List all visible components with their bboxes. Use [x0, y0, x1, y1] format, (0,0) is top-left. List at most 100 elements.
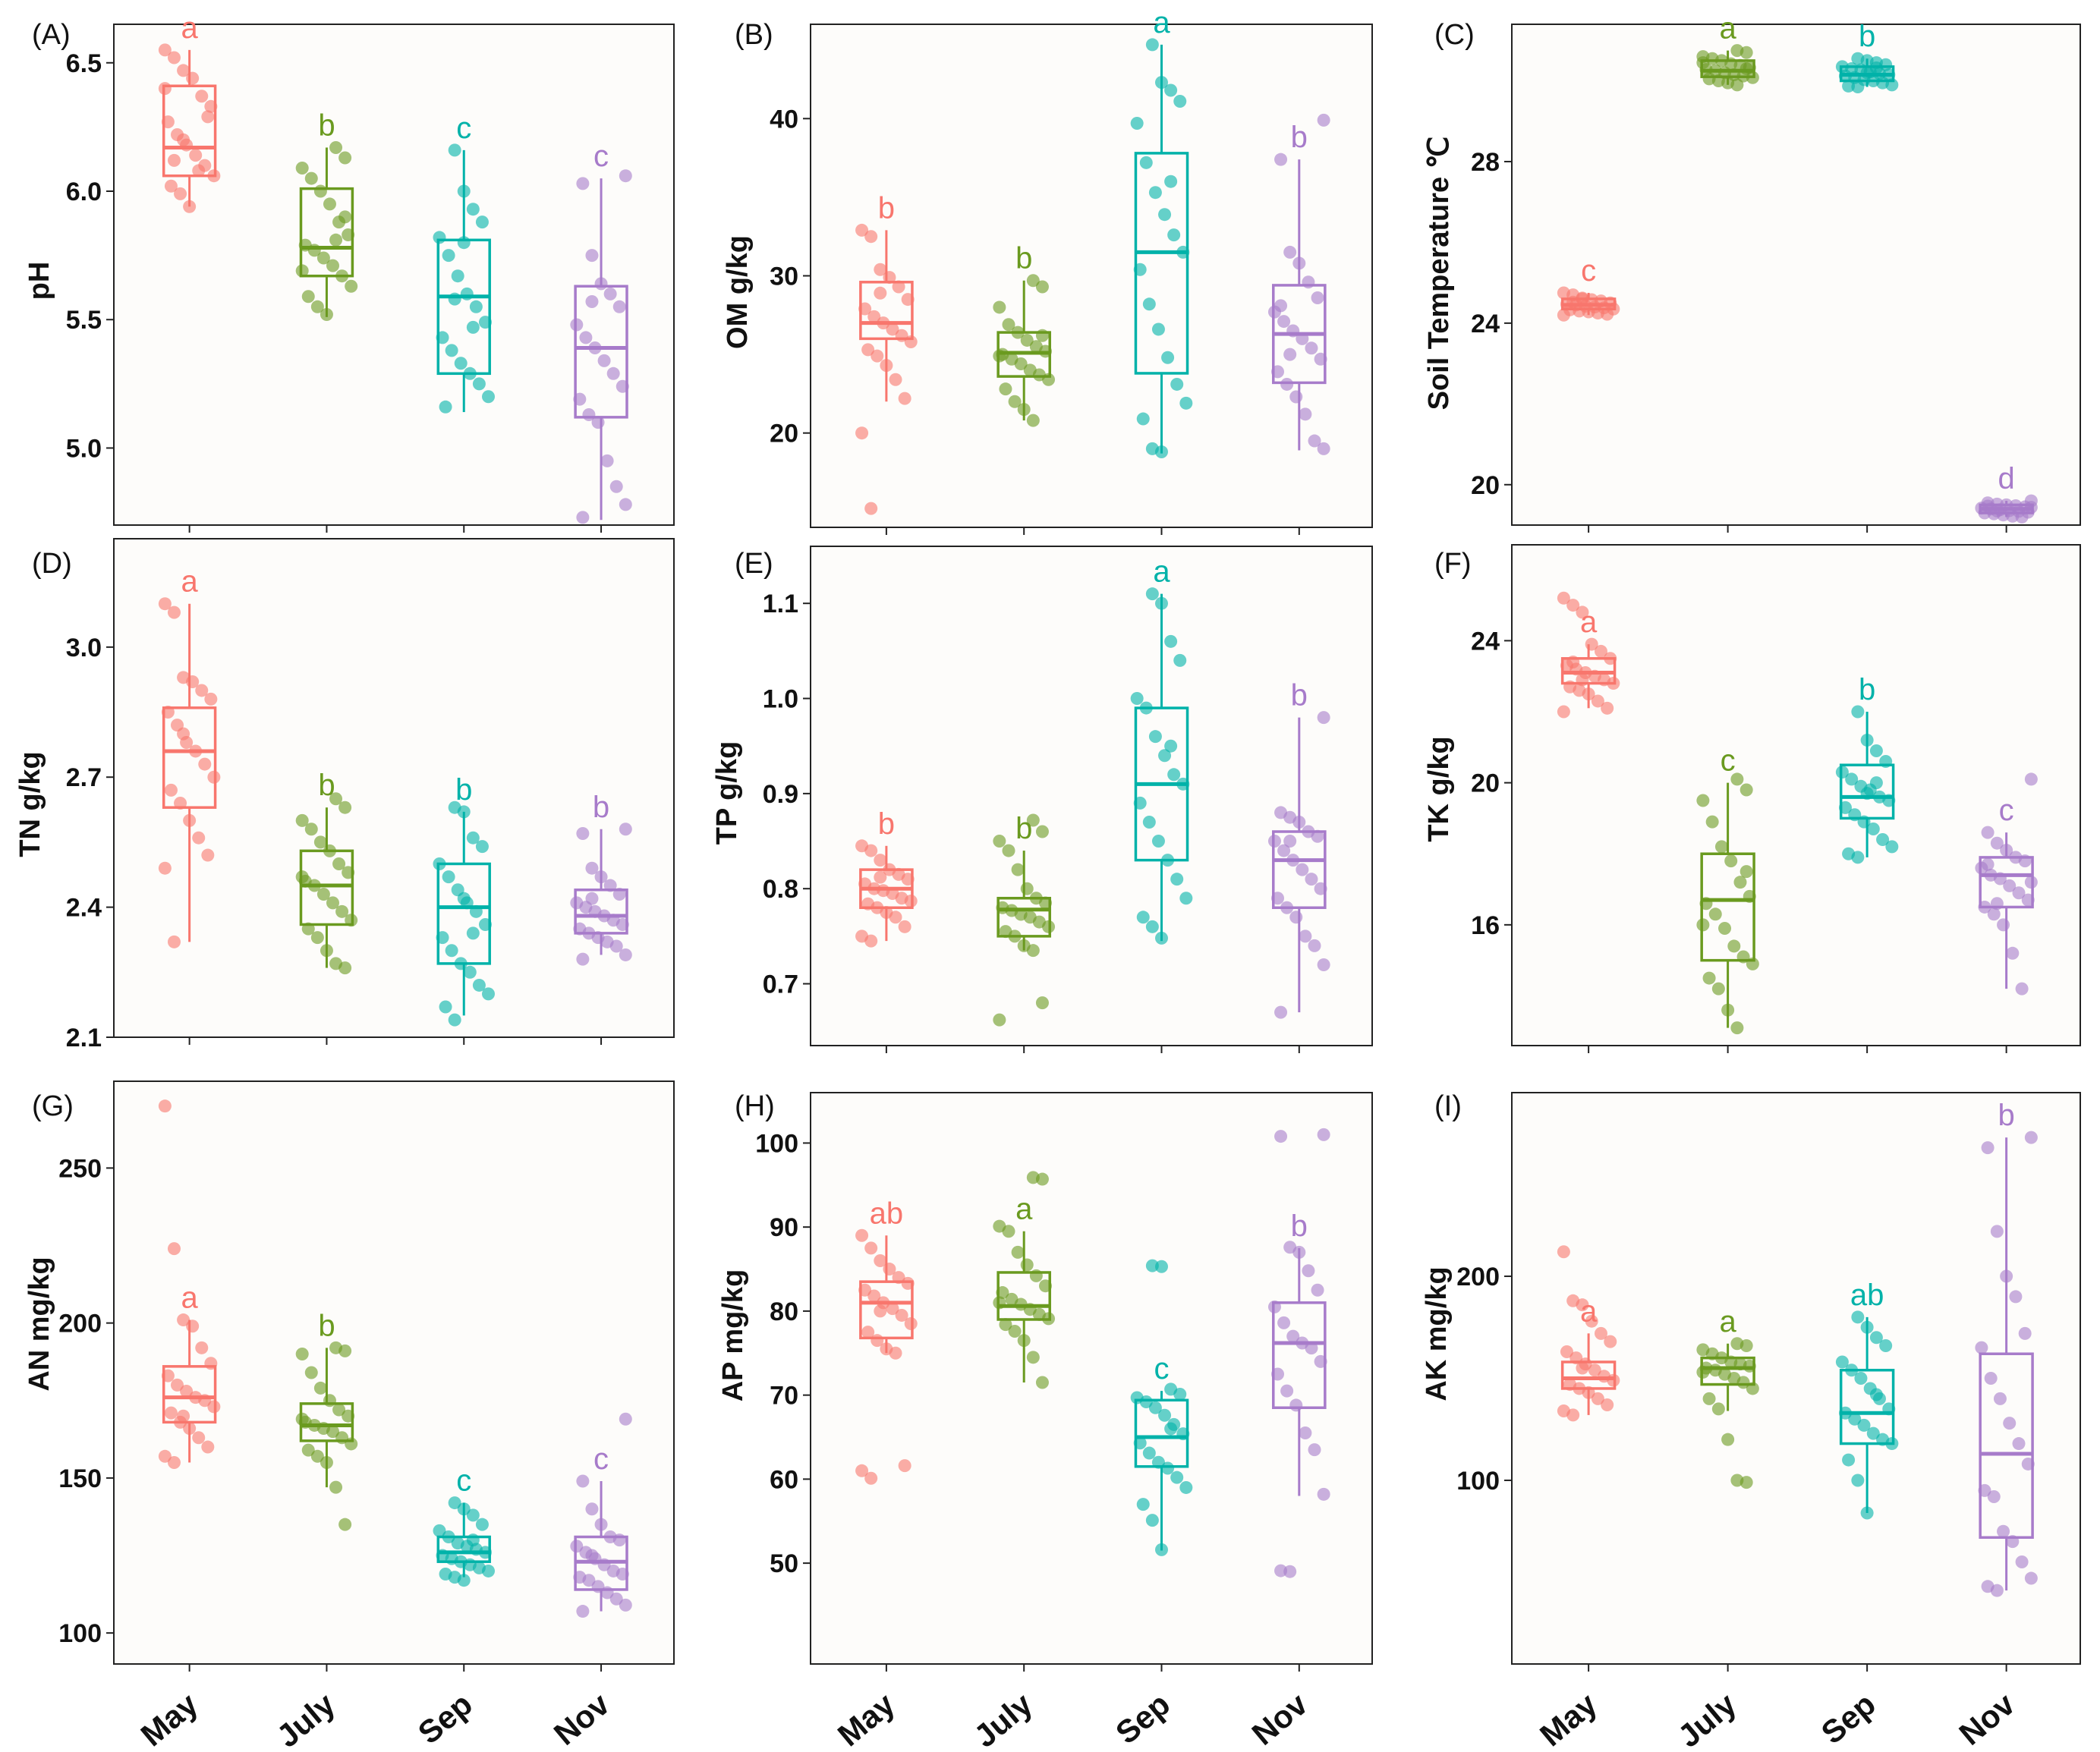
data-point — [2024, 772, 2038, 786]
data-point — [1167, 768, 1181, 782]
data-point — [1588, 1364, 1601, 1377]
data-point — [457, 184, 471, 198]
significance-letter: b — [1015, 242, 1032, 275]
significance-letter: b — [1291, 679, 1308, 712]
data-point — [616, 379, 629, 393]
data-point — [1274, 1005, 1288, 1019]
data-point — [1879, 755, 1893, 769]
data-point — [1990, 836, 2004, 850]
data-point — [1730, 1021, 1744, 1035]
y-tick-label: 70 — [770, 1382, 798, 1411]
data-point — [1305, 341, 1318, 355]
data-point — [161, 706, 175, 719]
chart-marks: 20 24 28 c a b d — [1471, 12, 2038, 533]
data-point — [1317, 958, 1330, 971]
data-point — [1607, 677, 1620, 690]
data-point — [889, 373, 902, 386]
data-point — [177, 727, 190, 741]
category-label: May — [1533, 1685, 1604, 1752]
data-point — [1604, 652, 1617, 665]
data-point — [442, 249, 455, 263]
data-point — [1008, 1324, 1022, 1338]
data-point — [192, 164, 206, 178]
data-point — [1035, 1172, 1049, 1186]
significance-letter: a — [1580, 1294, 1598, 1328]
data-point — [874, 870, 887, 884]
data-point — [1981, 857, 1995, 871]
data-point — [1302, 1264, 1315, 1278]
data-point — [1002, 1225, 1015, 1238]
data-point — [326, 259, 340, 272]
data-point — [457, 1574, 471, 1587]
data-point — [1042, 373, 1056, 386]
data-point — [301, 290, 315, 304]
data-point — [1990, 1584, 2004, 1597]
data-point — [463, 965, 477, 979]
data-point — [600, 1586, 614, 1599]
data-point — [600, 454, 614, 467]
data-point — [1133, 796, 1147, 810]
y-tick-label: 60 — [770, 1465, 798, 1494]
data-point — [189, 149, 203, 162]
y-tick-label: 2.1 — [66, 1024, 102, 1052]
data-point — [1289, 911, 1303, 924]
data-point — [1283, 1565, 1297, 1578]
data-point — [612, 887, 626, 901]
data-point — [433, 1524, 446, 1537]
significance-letter: b — [318, 109, 335, 142]
data-point — [180, 1385, 194, 1398]
data-point — [1029, 1269, 1043, 1282]
data-point — [1164, 175, 1178, 188]
data-point — [1702, 971, 1716, 985]
data-point — [195, 90, 209, 103]
data-point — [619, 498, 632, 511]
data-point — [1607, 1373, 1620, 1387]
data-point — [460, 287, 474, 300]
data-point — [1035, 280, 1049, 294]
panel-B: (B) OM g/kg 20 30 40 b b a b — [722, 6, 1373, 535]
data-point — [1164, 634, 1178, 648]
data-point — [594, 1518, 608, 1531]
data-point — [1299, 407, 1312, 421]
data-point — [295, 264, 309, 278]
data-point — [1148, 1401, 1162, 1414]
data-point — [619, 169, 632, 183]
data-point — [591, 416, 605, 429]
data-point — [207, 770, 221, 784]
significance-letter: b — [1998, 1099, 2015, 1132]
data-point — [1136, 911, 1150, 924]
data-point — [295, 870, 309, 884]
data-point — [1296, 863, 1309, 876]
data-point — [1311, 829, 1324, 843]
data-point — [1566, 1408, 1580, 1422]
data-point — [2024, 876, 2038, 889]
data-point — [316, 887, 330, 901]
data-point — [1142, 297, 1156, 311]
data-point — [864, 1471, 878, 1485]
data-point — [1721, 1003, 1735, 1017]
data-point — [1155, 931, 1168, 945]
y-axis-title: TK g/kg — [1423, 736, 1455, 841]
data-point — [295, 1347, 309, 1360]
data-point — [904, 335, 918, 349]
category-label: Sep — [1109, 1686, 1176, 1751]
y-tick-label: 5.0 — [66, 434, 102, 463]
data-point — [1740, 1476, 1753, 1489]
data-point — [454, 357, 468, 370]
panel-tag: (A) — [32, 19, 71, 51]
data-point — [1274, 299, 1288, 313]
data-point — [1566, 599, 1580, 612]
data-point — [1289, 390, 1303, 404]
data-point — [466, 926, 480, 940]
y-tick-label: 100 — [1456, 1467, 1500, 1496]
data-point — [1145, 1514, 1159, 1527]
significance-letter: c — [1154, 1352, 1170, 1386]
significance-letter: c — [456, 1464, 471, 1498]
data-point — [1035, 996, 1049, 1010]
data-point — [1576, 673, 1589, 687]
data-point — [301, 1443, 315, 1457]
data-point — [1708, 907, 1722, 921]
panel-tag: (C) — [1434, 19, 1475, 51]
data-point — [442, 870, 455, 884]
